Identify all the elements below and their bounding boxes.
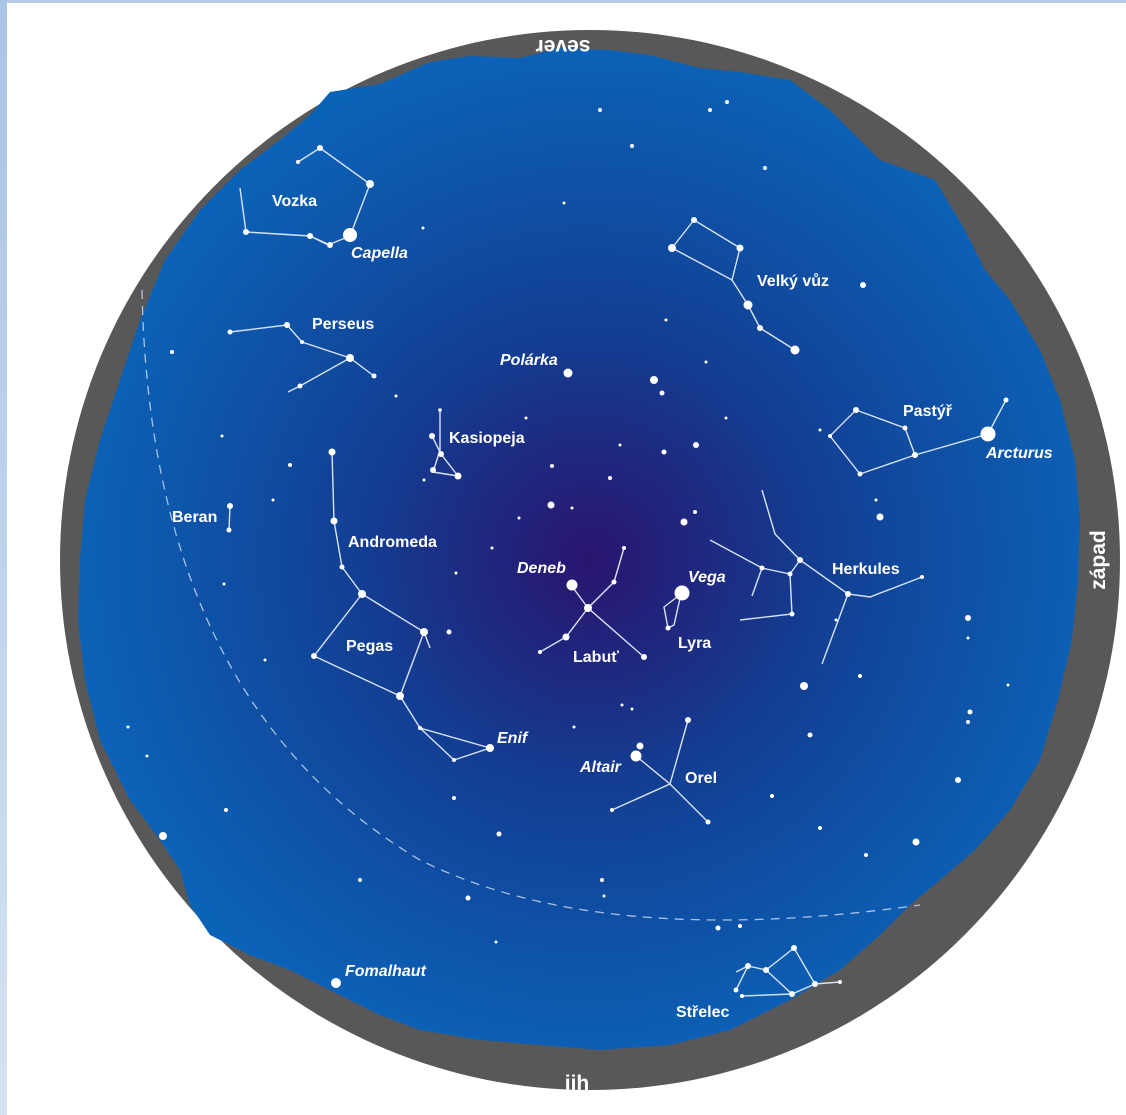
label-enif: Enif: [497, 730, 529, 747]
label-pegas: Pegas: [346, 638, 393, 655]
label-arcturus: Arcturus: [985, 445, 1053, 462]
label-herkules: Herkules: [832, 561, 900, 578]
label-velky-vuz: Velký vůz: [757, 273, 829, 290]
deneb-star: [566, 579, 578, 591]
altair-star: [630, 750, 642, 762]
enif-star: [486, 744, 494, 752]
beran-lines: [228, 505, 231, 531]
label-kasiopeja: Kasiopeja: [449, 430, 525, 447]
label-pastyr: Pastýř: [903, 403, 953, 420]
compass-west: západ: [1087, 530, 1110, 590]
label-deneb: Deneb: [517, 560, 566, 577]
capella-star: [343, 228, 357, 242]
herkules-lines: [709, 489, 801, 575]
label-orel: Orel: [685, 770, 717, 787]
label-vega: Vega: [688, 569, 726, 586]
vozka-lines: [239, 147, 371, 246]
label-beran: Beran: [172, 509, 217, 526]
arcturus-star: [980, 426, 996, 442]
label-labut: Labuť: [573, 649, 619, 666]
compass-south: jih: [564, 1072, 590, 1095]
kasiopeja-lines: [431, 410, 460, 477]
label-lyra: Lyra: [678, 635, 711, 652]
fomalhaut-star: [331, 978, 341, 988]
compass-east: východ: [36, 513, 59, 587]
label-andromeda: Andromeda: [348, 534, 437, 551]
sky-disc: [78, 48, 1080, 1050]
vega-star: [674, 585, 690, 601]
top-frame-edge: [0, 0, 1126, 3]
polarka-star: [563, 368, 573, 378]
andromeda-lines: [312, 451, 425, 697]
label-capella: Capella: [351, 245, 408, 262]
label-perseus: Perseus: [312, 316, 374, 333]
label-strelec: Střelec: [676, 1004, 729, 1021]
pastyr-lines: [829, 409, 916, 475]
label-vozka: Vozka: [272, 193, 317, 210]
label-polarka: Polárka: [500, 352, 558, 369]
left-frame-edge: [0, 0, 7, 1115]
star-field: [126, 100, 1010, 998]
compass-north: sever: [536, 35, 591, 58]
label-altair: Altair: [579, 759, 622, 776]
label-fomalhaut: Fomalhaut: [345, 963, 427, 980]
dashed-guide-arc: [141, 289, 921, 921]
